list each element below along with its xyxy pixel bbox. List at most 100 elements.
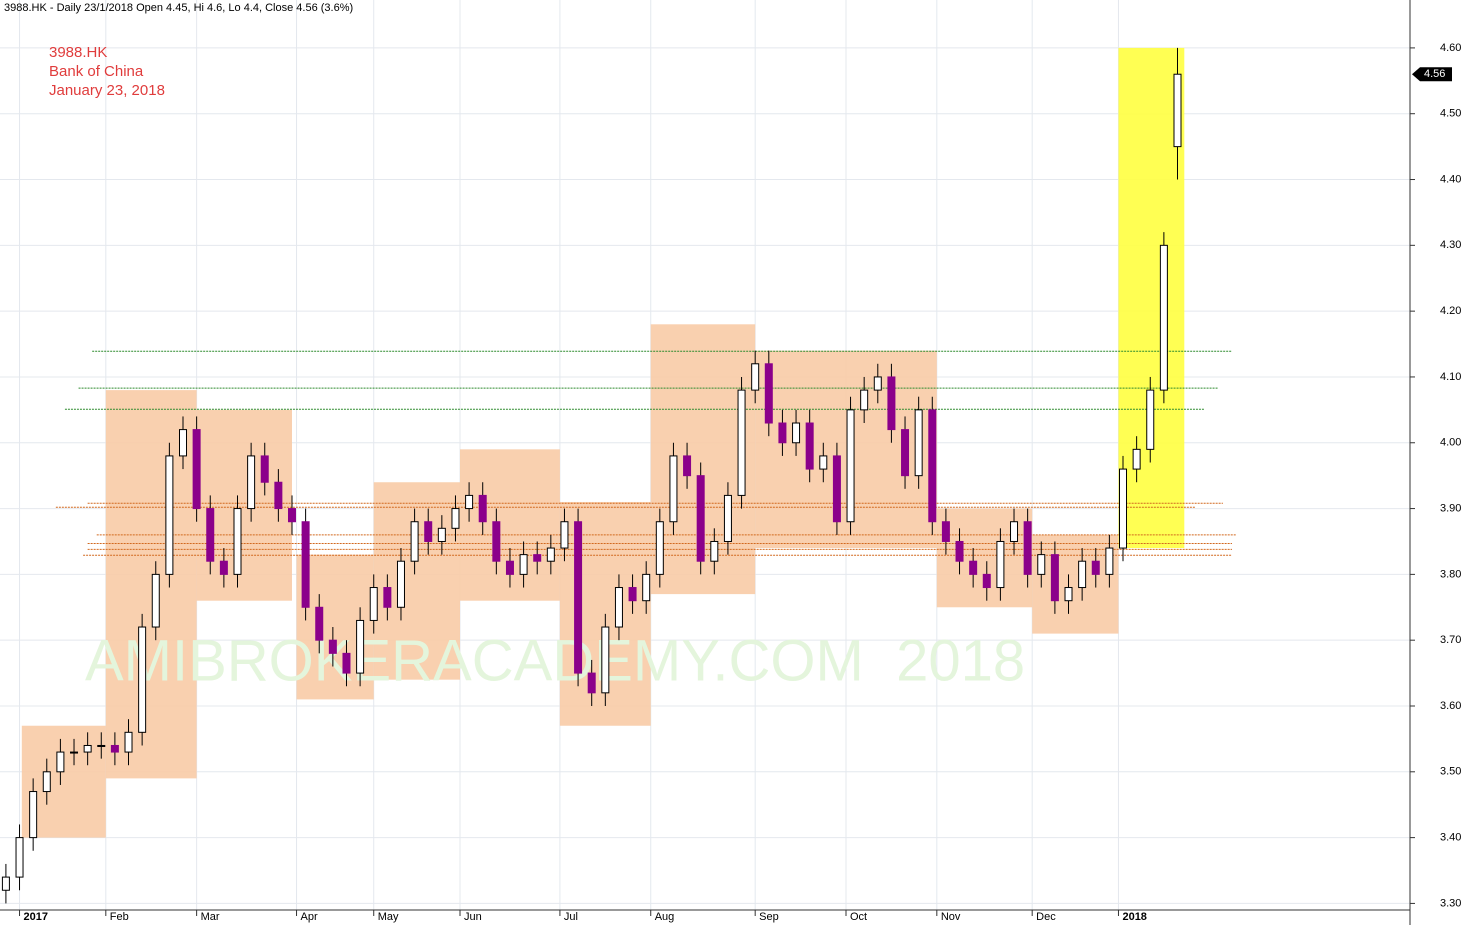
candle-body — [465, 494, 474, 510]
candle-body — [546, 547, 555, 562]
candle-body — [396, 560, 405, 608]
x-tick-label: Mar — [201, 911, 220, 923]
x-tick-label: Apr — [301, 911, 318, 923]
candle-body — [1010, 521, 1019, 542]
x-tick-label: Sep — [759, 911, 779, 923]
candle-body — [15, 837, 24, 878]
candle-body — [533, 554, 542, 562]
candle-body — [451, 508, 460, 529]
candle-body — [519, 554, 528, 575]
candle-body — [1037, 554, 1046, 575]
candle-body — [751, 363, 760, 391]
y-tick-label: 3.70 — [1440, 634, 1461, 646]
candle-body — [83, 744, 92, 753]
candle-body — [70, 751, 79, 754]
y-tick-label: 3.90 — [1440, 502, 1461, 514]
y-tick-label: 3.40 — [1440, 832, 1461, 844]
candle-body — [287, 508, 296, 523]
y-tick-label: 4.30 — [1440, 239, 1461, 251]
candle-body — [914, 409, 923, 477]
x-tick-label: 2018 — [1122, 911, 1146, 923]
candle-body — [478, 494, 487, 523]
candle-body — [1050, 554, 1059, 602]
candle-body — [873, 376, 882, 391]
candle-body — [42, 771, 51, 793]
candle-body — [832, 455, 841, 523]
candle-body — [356, 619, 365, 674]
candle-body — [1, 876, 10, 891]
y-tick-label: 4.50 — [1440, 108, 1461, 120]
candle-body — [124, 731, 133, 753]
candle-body — [601, 626, 610, 694]
candle-body — [56, 751, 65, 773]
candle-body — [233, 508, 242, 575]
x-tick-label: 2017 — [24, 911, 48, 923]
candle-body — [1078, 560, 1087, 589]
x-tick-label: Aug — [655, 911, 675, 923]
candle-body — [260, 455, 269, 483]
candle-body — [274, 481, 283, 510]
candle-body — [792, 422, 801, 444]
price-tag — [1412, 67, 1452, 82]
candle-body — [723, 494, 732, 542]
candle-body — [505, 560, 514, 575]
candle-body — [1023, 521, 1032, 575]
candle-body — [941, 521, 950, 542]
x-tick-label: Jul — [564, 911, 578, 923]
y-tick-label: 3.80 — [1440, 568, 1461, 580]
candle-body — [1159, 244, 1168, 391]
candle-body — [247, 455, 256, 510]
y-tick-label: 4.40 — [1440, 173, 1461, 185]
candle-body — [151, 573, 160, 628]
candle-body — [710, 540, 719, 562]
candle-body — [669, 455, 678, 523]
candle-body — [179, 429, 188, 457]
candle-body — [410, 521, 419, 562]
candle-body — [206, 508, 215, 562]
x-tick-label: Oct — [850, 911, 867, 923]
candle-body — [29, 791, 38, 839]
y-tick-label: 3.60 — [1440, 700, 1461, 712]
candle-body — [97, 744, 106, 747]
candle-body — [628, 587, 637, 602]
candle-body — [778, 422, 787, 444]
candle-body — [764, 363, 773, 424]
y-tick-label: 4.10 — [1440, 371, 1461, 383]
candle-body — [901, 429, 910, 477]
y-tick-label: 4.00 — [1440, 437, 1461, 449]
candle-body — [1119, 468, 1128, 549]
candle-body — [846, 409, 855, 523]
candle-body — [574, 521, 583, 674]
range-box — [1118, 47, 1185, 549]
candle-body — [928, 409, 937, 523]
annotation: January 23, 2018 — [49, 82, 165, 99]
candle-body — [560, 521, 569, 549]
candle-body — [315, 606, 324, 641]
x-tick-label: Jun — [464, 911, 482, 923]
candle-body — [737, 389, 746, 496]
range-box — [1032, 534, 1119, 634]
range-box — [373, 482, 461, 680]
candle-body — [110, 744, 119, 753]
x-tick-label: May — [378, 911, 399, 923]
candle-body — [369, 587, 378, 621]
annotation: Bank of China — [49, 63, 144, 80]
candle-body — [219, 560, 228, 575]
y-tick-label: 3.30 — [1440, 897, 1461, 909]
chart-title: 3988.HK - Daily 23/1/2018 Open 4.45, Hi … — [4, 2, 353, 14]
candle-body — [1173, 73, 1182, 148]
candle-body — [192, 429, 201, 510]
candle-body — [969, 560, 978, 575]
candle-body — [492, 521, 501, 562]
candle-body — [383, 587, 392, 608]
candle-body — [996, 540, 1005, 589]
y-tick-label: 4.60 — [1440, 42, 1461, 54]
candle-body — [1132, 448, 1141, 470]
candle-body — [696, 475, 705, 562]
candle-body — [955, 540, 964, 562]
candle-body — [587, 672, 596, 694]
price-tag-label: 4.56 — [1424, 68, 1445, 80]
watermark: AMIBROKERACADEMY.COM 2018 — [85, 628, 1025, 693]
candle-body — [614, 587, 623, 628]
